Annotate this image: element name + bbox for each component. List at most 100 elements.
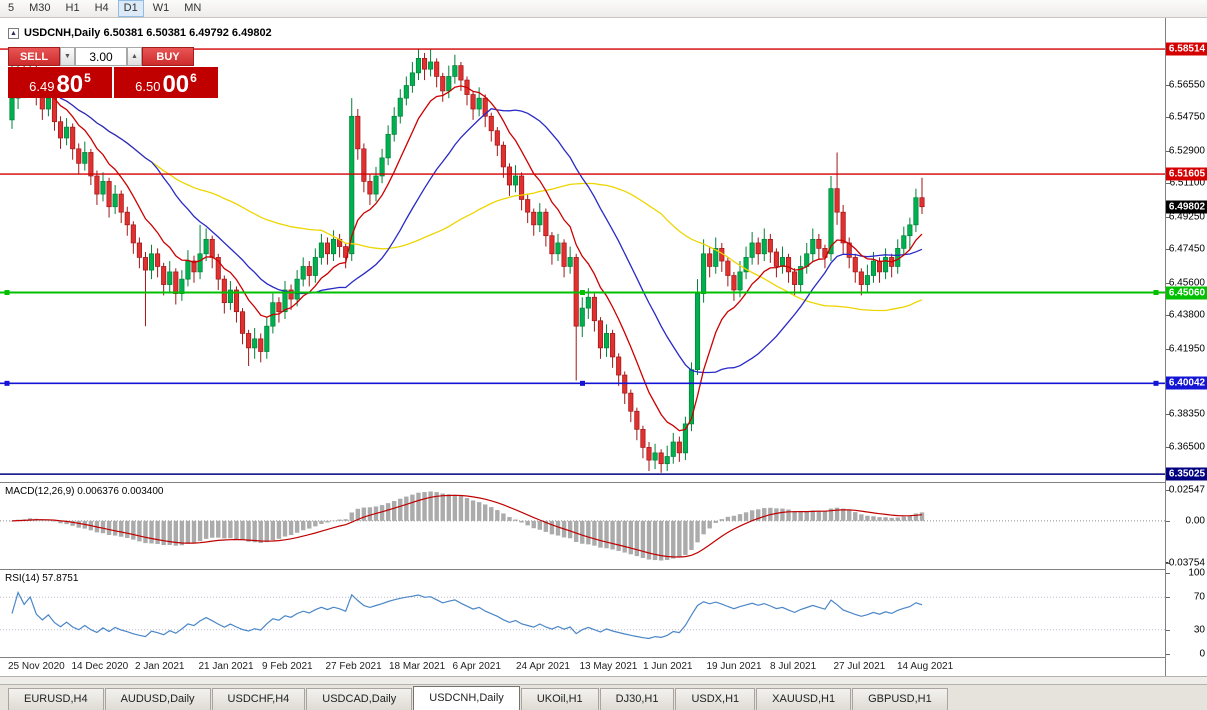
price-axis[interactable]: 6.56550 6.54750 6.52900 6.51100 6.49250 6.474… bbox=[1165, 18, 1207, 676]
price-tick-label-mark bbox=[1166, 117, 1170, 118]
line-handle[interactable] bbox=[580, 290, 585, 296]
macd-canvas bbox=[0, 491, 1165, 561]
price-tick-label: 6.51100 bbox=[1169, 177, 1205, 189]
timeframe-button-h1[interactable]: H1 bbox=[65, 2, 80, 14]
buy-button[interactable]: BUY bbox=[142, 47, 194, 66]
timeframe-button-5[interactable]: 5 bbox=[8, 2, 15, 14]
price-tick-label-mark bbox=[1166, 447, 1170, 448]
ma-line-ema10 bbox=[11, 85, 923, 432]
date-label: 1 Jun 2021 bbox=[643, 661, 693, 672]
buy-price-box[interactable]: 6.50 00 6 bbox=[114, 67, 218, 98]
date-label: 6 Apr 2021 bbox=[452, 661, 501, 672]
horizontal-level-lines[interactable] bbox=[0, 48, 1165, 475]
macd-axis-zero-mark bbox=[1166, 521, 1170, 522]
volume-increase-button[interactable]: ▲ bbox=[127, 47, 142, 66]
date-label: 13 May 2021 bbox=[579, 661, 638, 672]
price-tick-label: 6.49250 bbox=[1168, 211, 1205, 223]
price-level-badge-6.45060[interactable]: 6.45060 bbox=[1166, 286, 1207, 300]
macd-label: MACD(12,26,9) 0.006376 0.003400 bbox=[5, 486, 164, 497]
tab-gbpusd-h1[interactable]: GBPUSD,H1 bbox=[852, 688, 948, 710]
sell-price-head: 6.49 bbox=[29, 79, 55, 94]
sell-button[interactable]: SELL bbox=[8, 47, 60, 66]
buy-price-pips: 00 bbox=[162, 71, 190, 98]
price-level-badge-6.35025[interactable]: 6.35025 bbox=[1166, 467, 1207, 481]
date-label: 18 Mar 2021 bbox=[389, 661, 446, 672]
macd-indicator-panel[interactable]: MACD(12,26,9) 0.006376 0.003400 bbox=[0, 483, 1165, 570]
date-label: 27 Feb 2021 bbox=[325, 661, 382, 672]
timeframe-button-d1[interactable]: D1 bbox=[117, 0, 144, 17]
date-label: 19 Jun 2021 bbox=[706, 661, 762, 672]
sell-price-box[interactable]: 6.49 80 5 bbox=[8, 67, 112, 98]
tab-dj30-h1[interactable]: DJ30,H1 bbox=[599, 688, 675, 710]
tab-audusd-daily[interactable]: AUDUSD,Daily bbox=[104, 688, 211, 710]
timeframe-toolbar: 5 M30 H1 H4 D1 W1 MN bbox=[0, 0, 1207, 18]
tab-ukoil-h1[interactable]: UKOil,H1 bbox=[520, 688, 599, 710]
rsi-axis-label: 100 bbox=[1188, 567, 1205, 579]
line-handle[interactable] bbox=[4, 290, 10, 296]
macd-axis-min-mark bbox=[1166, 563, 1170, 564]
price-tick-label: 6.47450 bbox=[1168, 243, 1205, 255]
price-level-badge-6.51605[interactable]: 6.51605 bbox=[1166, 167, 1207, 181]
date-label: 14 Aug 2021 bbox=[897, 661, 954, 672]
sell-price-pips: 80 bbox=[56, 71, 84, 98]
volume-decrease-button[interactable]: ▼ bbox=[60, 47, 75, 66]
rsi-axis-label-mark bbox=[1166, 630, 1170, 631]
tab-xauusd-h1[interactable]: XAUUSD,H1 bbox=[756, 688, 852, 710]
rsi-axis-label-mark bbox=[1166, 573, 1170, 574]
price-tick-label-mark bbox=[1166, 183, 1170, 184]
date-label: 27 Jul 2021 bbox=[833, 661, 886, 672]
ma-line-sma52 bbox=[11, 79, 923, 312]
macd-axis-max: 0.02547 bbox=[1168, 484, 1205, 496]
line-handle[interactable] bbox=[4, 380, 10, 386]
candlesticks bbox=[9, 49, 925, 473]
price-tick-label-mark bbox=[1166, 315, 1170, 316]
macd-axis-min: -0.03754 bbox=[1165, 557, 1205, 569]
tab-usdcad-daily[interactable]: USDCAD,Daily bbox=[306, 688, 413, 710]
price-level-badge-6.40042[interactable]: 6.40042 bbox=[1166, 376, 1207, 390]
tab-usdx-h1[interactable]: USDX,H1 bbox=[675, 688, 756, 710]
sell-price-point: 5 bbox=[84, 71, 91, 85]
window-strip bbox=[0, 676, 1207, 684]
macd-axis-zero: 0.00 bbox=[1185, 515, 1205, 527]
price-tick-label-mark bbox=[1166, 414, 1170, 415]
price-tick-label: 6.43800 bbox=[1168, 309, 1205, 321]
time-axis[interactable]: 25 Nov 2020 14 Dec 2020 2 Jan 2021 21 Jan 2… bbox=[0, 658, 1165, 676]
price-tick-label: 6.52900 bbox=[1168, 145, 1205, 157]
buy-price-head: 6.50 bbox=[135, 79, 161, 94]
timeframe-button-mn[interactable]: MN bbox=[184, 2, 202, 14]
tab-usdcnh-daily[interactable]: USDCNH,Daily bbox=[413, 686, 520, 710]
date-label: 24 Apr 2021 bbox=[516, 661, 570, 672]
price-tick-label: 6.54750 bbox=[1168, 111, 1205, 123]
rsi-axis-label: 30 bbox=[1193, 624, 1205, 636]
price-chart-panel[interactable]: ▲ USDCNH,Daily 6.50381 6.50381 6.49792 6… bbox=[0, 18, 1165, 483]
macd-signal-line bbox=[11, 494, 923, 558]
trade-controls-row: SELL ▼ 3.00 ▲ BUY bbox=[8, 47, 218, 66]
tab-eurusd-h4[interactable]: EURUSD,H4 bbox=[8, 688, 104, 710]
tab-usdchf-h4[interactable]: USDCHF,H4 bbox=[211, 688, 306, 710]
price-level-badge-6.58514[interactable]: 6.58514 bbox=[1166, 42, 1207, 56]
price-tick-label: 6.41950 bbox=[1168, 343, 1205, 355]
line-handle[interactable] bbox=[580, 380, 585, 386]
rsi-axis-label-mark bbox=[1166, 597, 1170, 598]
timeframe-button-h4[interactable]: H4 bbox=[94, 2, 109, 14]
line-handle[interactable] bbox=[1153, 290, 1159, 296]
date-label: 25 Nov 2020 bbox=[8, 661, 65, 672]
one-click-trading-widget: SELL ▼ 3.00 ▲ BUY 6.49 80 5 6.50 00 6 bbox=[8, 47, 218, 98]
current-price-badge: 6.49802 bbox=[1166, 200, 1207, 214]
date-label: 14 Dec 2020 bbox=[71, 661, 129, 672]
rsi-indicator-panel[interactable]: RSI(14) 57.8751 bbox=[0, 570, 1165, 658]
chart-title: ▲ USDCNH,Daily 6.50381 6.50381 6.49792 6… bbox=[8, 27, 272, 39]
macd-histogram bbox=[9, 491, 925, 561]
macd-axis-max-mark bbox=[1166, 490, 1170, 491]
timeframe-button-m30[interactable]: M30 bbox=[29, 2, 51, 14]
rsi-axis-label-mark bbox=[1166, 654, 1170, 655]
moving-averages bbox=[11, 79, 923, 432]
timeframe-button-w1[interactable]: W1 bbox=[152, 2, 170, 14]
price-tick-label: 6.56550 bbox=[1168, 79, 1205, 91]
price-tick-label-mark bbox=[1166, 151, 1170, 152]
rsi-canvas bbox=[0, 590, 1165, 640]
price-chart-canvas[interactable] bbox=[0, 18, 1165, 482]
line-handle[interactable] bbox=[1153, 380, 1159, 386]
volume-input[interactable]: 3.00 bbox=[75, 47, 127, 66]
